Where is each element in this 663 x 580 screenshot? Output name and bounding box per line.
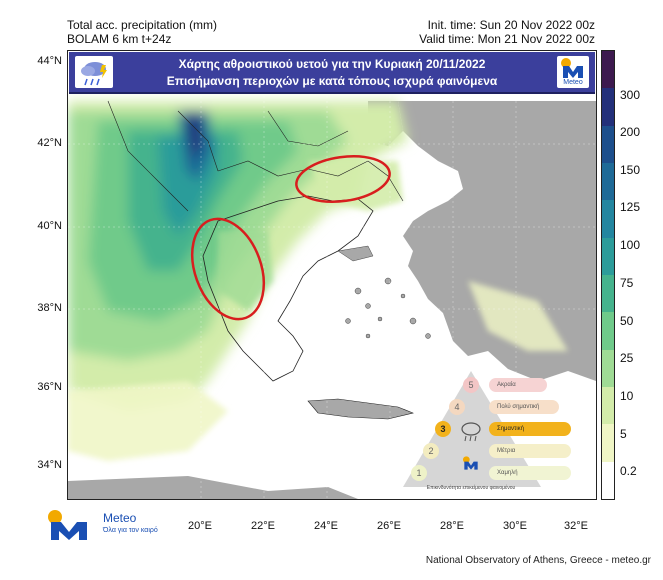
level-1-label: Χαμηλή (489, 466, 571, 480)
colorbar-label: 200 (620, 125, 641, 139)
lat-tick: 34°N (37, 459, 62, 471)
map-banner: Χάρτης αθροιστικού υετού για την Κυριακή… (69, 52, 595, 94)
level-5-badge: 5 (463, 377, 479, 393)
lon-tick: 26°E (377, 520, 401, 532)
legend-meteo-logo-icon (463, 456, 478, 470)
colorbar-label: 5 (620, 427, 627, 441)
level-2-badge: 2 (423, 443, 439, 459)
highlight-ellipse-thrace (295, 155, 391, 203)
rain-icon (461, 422, 481, 442)
colorbar-segment (602, 125, 614, 163)
colorbar-segment (602, 312, 614, 350)
rain-cloud-icon (75, 56, 113, 88)
highlight-ellipse-west-greece (191, 217, 265, 321)
meteo-footer-logo-icon (48, 510, 87, 540)
land-turkey (398, 101, 596, 381)
model-label: BOLAM 6 km t+24z (67, 32, 172, 46)
meteo-logo-icon: Meteo (557, 56, 589, 88)
land-africa (68, 476, 358, 499)
level-2-label: Μέτρια (489, 444, 571, 458)
colorbar-label: 100 (620, 238, 641, 252)
warning-legend: 5 Ακραία 4 Πολύ σημαντική 3 Σημαντική 2 … (401, 369, 581, 493)
lon-tick: 24°E (314, 520, 338, 532)
lon-tick: 30°E (503, 520, 527, 532)
banner-logo-text: Meteo (563, 79, 583, 86)
header-left: Total acc. precipitation (mm) BOLAM 6 km… (67, 18, 217, 46)
colorbar-label: 10 (620, 389, 634, 403)
island-crete (307, 398, 414, 420)
footer-logo: Meteo Όλα για τον καιρό (45, 508, 185, 540)
precipitation-map: Χάρτης αθροιστικού υετού για την Κυριακή… (67, 50, 597, 500)
level-4-badge: 4 (449, 399, 465, 415)
precip-field-sea (68, 161, 568, 461)
credit-text: National Observatory of Athens, Greece -… (425, 555, 651, 566)
lat-tick: 36°N (37, 381, 62, 393)
lon-tick: 32°E (564, 520, 588, 532)
banner-subtitle: Επισήμανση περιοχών με κατά τόπους ισχυρ… (166, 74, 498, 88)
legend-caption: Επικινδυνότητα επικείμενου φαινομένου (426, 485, 516, 491)
lon-tick: 22°E (251, 520, 275, 532)
level-5-label: Ακραία (489, 378, 547, 392)
lon-tick: 28°E (440, 520, 464, 532)
colorbar-segment (602, 163, 614, 201)
level-1-badge: 1 (411, 465, 427, 481)
colorbar-segment (602, 237, 614, 275)
colorbar-label: 300 (620, 88, 641, 102)
level-3-label: Σημαντική (489, 422, 571, 436)
colorbar-label: 125 (620, 200, 641, 214)
header-right: Init. time: Sun 20 Nov 2022 00z Valid ti… (419, 18, 595, 46)
land-greece (202, 195, 374, 382)
colorbar-label: 25 (620, 351, 634, 365)
colorbar-segment (602, 387, 614, 425)
banner-title: Χάρτης αθροιστικού υετού για την Κυριακή… (178, 57, 486, 71)
map-canvas (68, 51, 596, 499)
colorbar-segment (602, 88, 614, 126)
footer-logo-tagline: Όλα για τον καιρό (103, 527, 158, 534)
level-4-label: Πολύ σημαντική (489, 400, 559, 414)
footer-logo-name: Meteo (103, 511, 137, 525)
colorbar-segment (602, 275, 614, 313)
lat-tick: 40°N (37, 220, 62, 232)
level-3-badge: 3 (435, 421, 451, 437)
lat-tick: 38°N (37, 302, 62, 314)
lat-tick: 42°N (37, 137, 62, 149)
colorbar (601, 50, 615, 500)
colorbar-label: 75 (620, 276, 634, 290)
lon-tick: 20°E (188, 520, 212, 532)
precip-field (68, 101, 408, 411)
colorbar-segment (602, 461, 614, 499)
warning-triangle (403, 371, 541, 487)
init-time: Init. time: Sun 20 Nov 2022 00z (427, 18, 595, 32)
colorbar-label: 50 (620, 314, 634, 328)
colorbar-segment (602, 424, 614, 462)
map-title: Total acc. precipitation (mm) (67, 18, 218, 32)
colorbar-label: 0.2 (620, 464, 637, 478)
land-country-borders (107, 100, 404, 212)
colorbar-label: 150 (620, 163, 641, 177)
aegean-islands (337, 245, 431, 339)
colorbar-segment (602, 51, 614, 89)
lat-tick: 44°N (37, 55, 62, 67)
valid-time: Valid time: Mon 21 Nov 2022 00z (419, 32, 595, 46)
colorbar-segment (602, 200, 614, 238)
colorbar-segment (602, 349, 614, 387)
